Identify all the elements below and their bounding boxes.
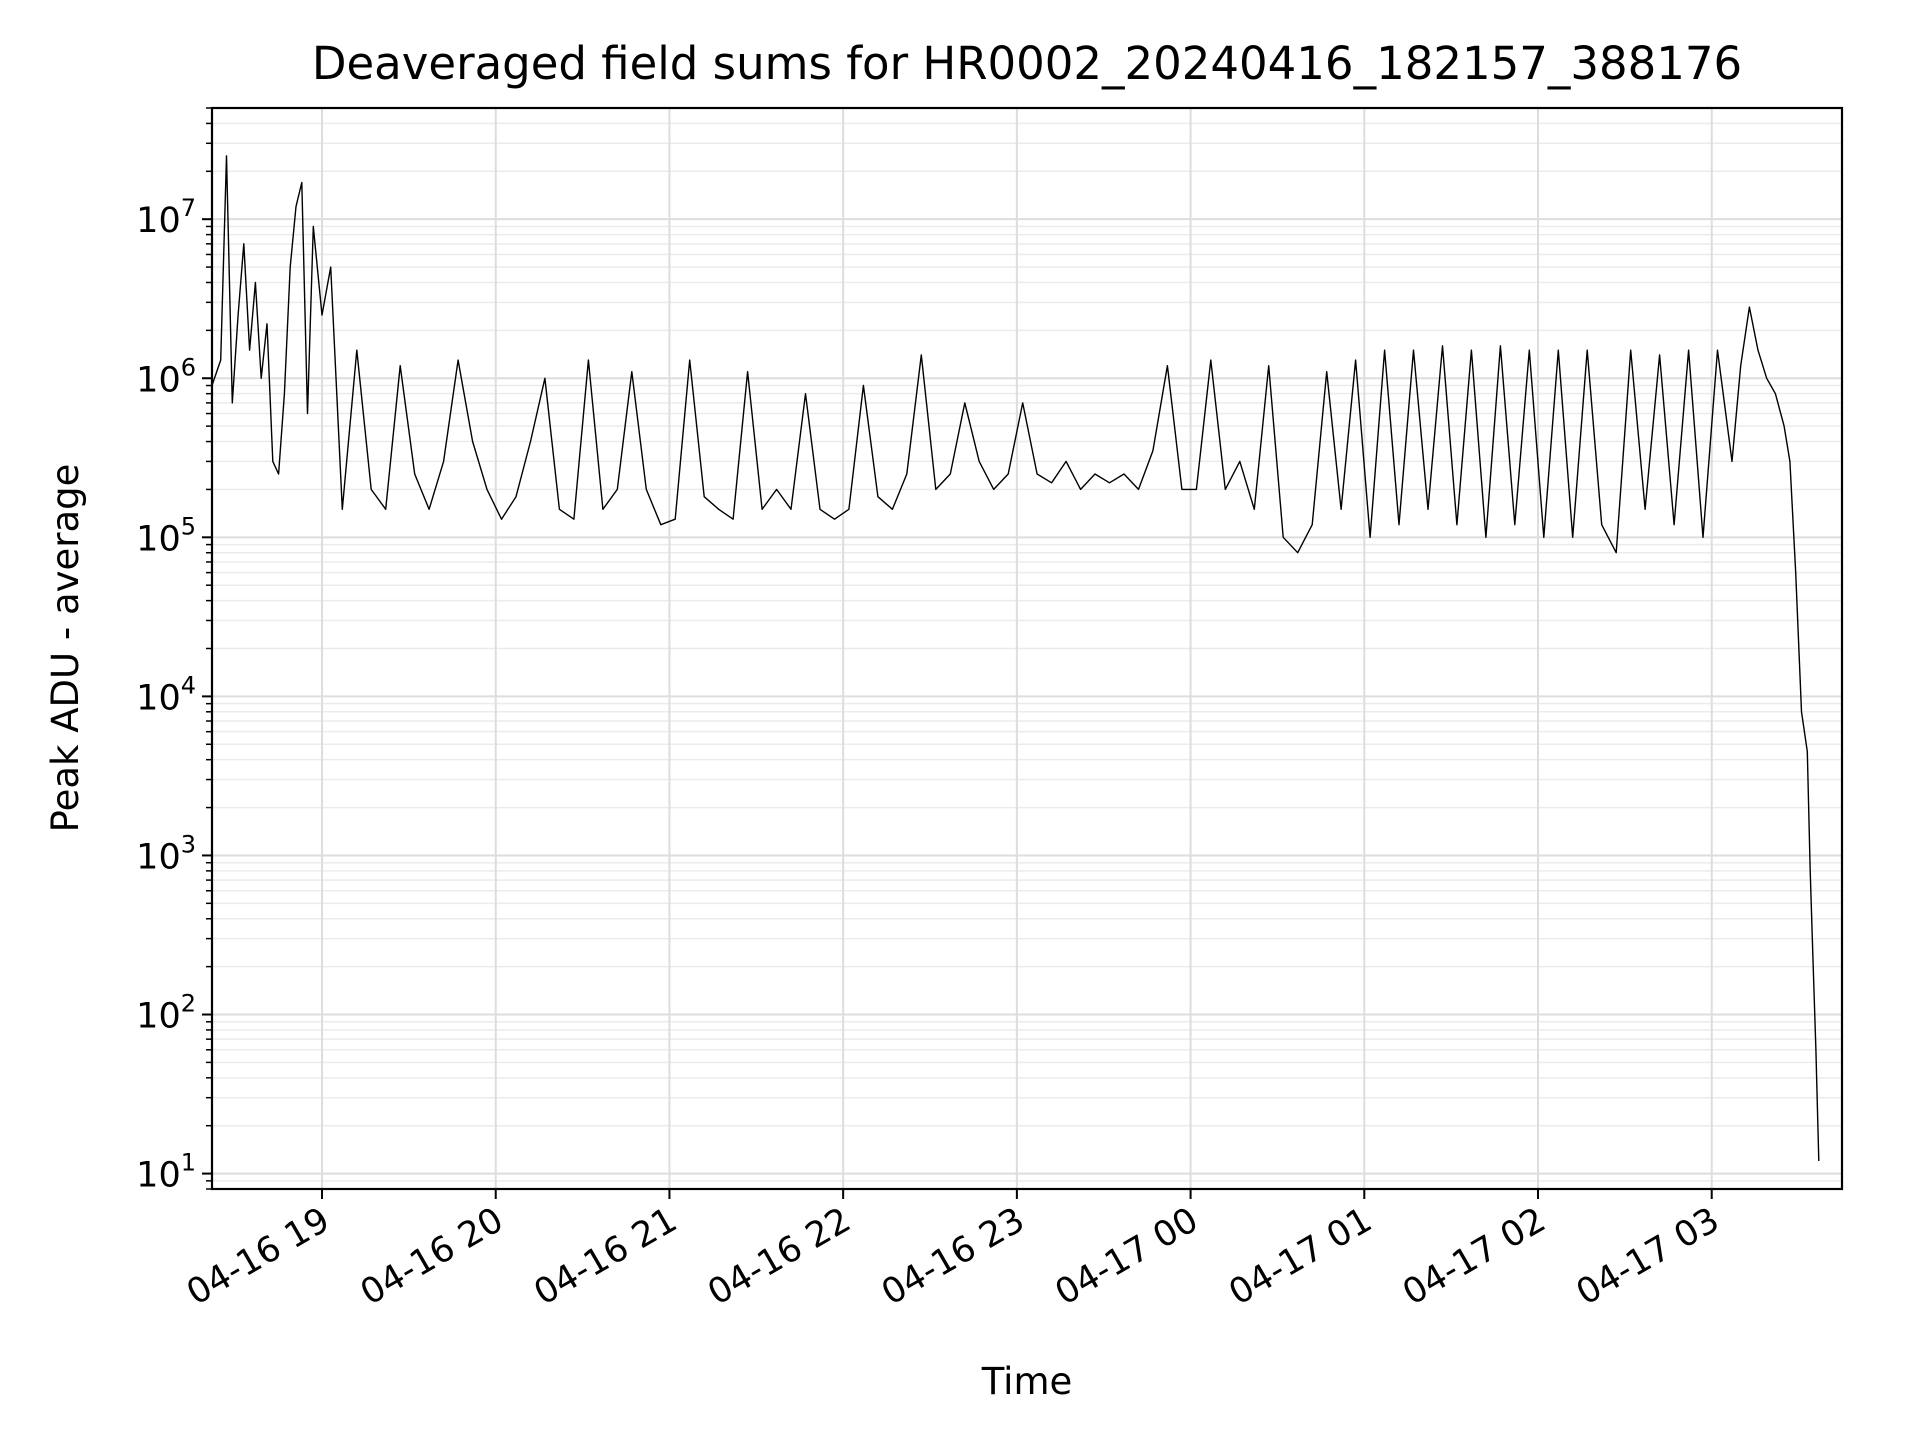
y-tick-label: 104 — [136, 671, 196, 718]
y-axis-label: Peak ADU - average — [44, 464, 87, 833]
plot-area — [211, 155, 1820, 1162]
series-line — [211, 155, 1820, 1162]
chart-title: Deaveraged field sums for HR0002_2024041… — [312, 37, 1742, 90]
y-tick-label: 103 — [136, 830, 196, 877]
y-axis: 101 102 103 104 105 106 107 — [136, 107, 212, 1196]
y-tick-label: 101 — [136, 1149, 196, 1196]
grid-lines — [212, 107, 1842, 1190]
x-axis-label: Time — [981, 1360, 1073, 1403]
y-tick-label: 106 — [136, 353, 196, 400]
y-tick-label: 102 — [136, 990, 196, 1037]
y-tick-label: 107 — [136, 194, 196, 241]
y-tick-label: 105 — [136, 512, 196, 559]
